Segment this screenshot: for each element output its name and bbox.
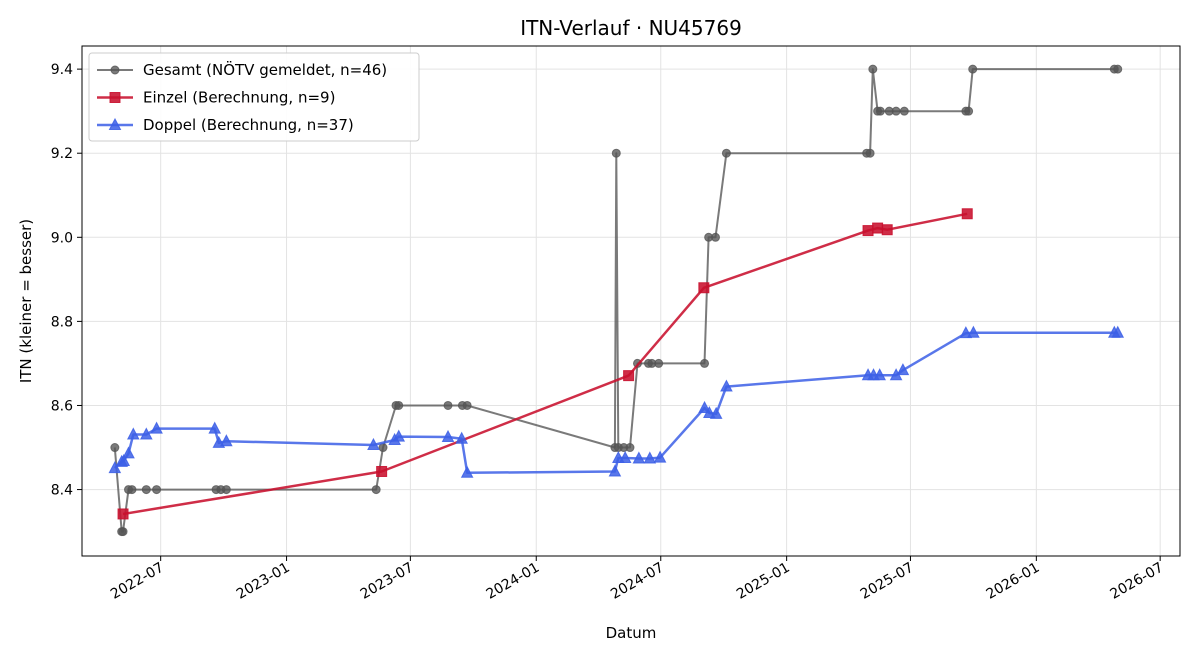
x-tick-label: 2026-01 (984, 560, 1043, 603)
gesamt-point (110, 443, 120, 453)
legend: Gesamt (NÖTV gemeldet, n=46) Einzel (Bere… (88, 52, 420, 142)
doppel-point (367, 437, 380, 451)
x-tick-label: 2023-07 (358, 560, 417, 603)
doppel-point (1111, 325, 1125, 338)
doppel-point (220, 434, 233, 447)
series-layer (108, 64, 1125, 537)
doppel-point (873, 368, 887, 381)
doppel-point (967, 325, 980, 338)
doppel-point (653, 450, 667, 463)
doppel-point (632, 451, 646, 464)
x-axis-label: Datum (606, 624, 657, 642)
legend-marker (109, 92, 121, 103)
gesamt-point (865, 148, 875, 158)
einzel-line (122, 212, 968, 516)
einzel-point (862, 225, 874, 237)
gesamt-point (378, 443, 388, 453)
legend-frame (88, 52, 420, 142)
y-tick-label: 9.0 (51, 230, 73, 246)
gesamt-point (611, 148, 621, 158)
doppel-point (608, 464, 622, 477)
gesamt-point (462, 400, 472, 410)
gesamt-point (127, 485, 137, 495)
doppel-point (460, 465, 474, 478)
einzel-point (376, 465, 388, 477)
legend-label: Doppel (Berechnung, n=37) (143, 116, 354, 134)
doppel-point (618, 450, 632, 464)
einzel-point (881, 224, 893, 236)
gesamt-point (654, 358, 664, 368)
gesamt-point (875, 106, 885, 116)
einzel-point (623, 370, 635, 382)
doppel-point (139, 427, 153, 440)
doppel-point (720, 379, 733, 392)
x-tick-label: 2024-07 (608, 560, 667, 603)
legend-item-doppel: Doppel (Berechnung, n=37) (97, 116, 354, 134)
legend-label: Gesamt (NÖTV gemeldet, n=46) (143, 60, 387, 79)
gesamt-point (964, 106, 974, 116)
doppel-point (709, 406, 723, 419)
x-tick-label: 2023-01 (234, 560, 293, 603)
legend-marker (110, 65, 120, 75)
x-tick-label: 2026-07 (1107, 560, 1166, 603)
einzel-point (117, 508, 129, 520)
doppel-point (208, 421, 222, 434)
gesamt-point (625, 443, 635, 453)
gesamt-point (721, 148, 731, 158)
gesamt-point (868, 64, 878, 74)
series-einzel (117, 208, 973, 520)
y-tick-label: 8.6 (51, 398, 73, 414)
grid (82, 46, 1180, 556)
einzel-point (698, 282, 710, 294)
doppel-point (392, 429, 406, 442)
y-tick-label: 8.8 (51, 314, 73, 330)
legend-item-einzel: Einzel (Berechnung, n=9) (97, 89, 335, 107)
doppel-point (441, 429, 455, 443)
series-doppel (108, 325, 1125, 478)
gesamt-point (221, 485, 231, 495)
y-axis-ticks: 8.4 8.6 8.8 9.0 9.2 9.4 (51, 62, 82, 499)
gesamt-point (394, 400, 404, 410)
chart-title: ITN-Verlauf · NU45769 (520, 16, 742, 40)
x-tick-label: 2025-01 (734, 560, 793, 603)
x-axis-ticks: 2022-07 2023-01 2023-07 2024-01 2024-07 2025-… (108, 556, 1166, 603)
doppel-point (117, 453, 131, 466)
series-gesamt (110, 64, 1123, 537)
gesamt-point (141, 485, 151, 495)
gesamt-point (899, 106, 909, 116)
gesamt-point (968, 64, 978, 74)
doppel-point (455, 431, 469, 444)
legend-label: Einzel (Berechnung, n=9) (143, 89, 335, 107)
legend-item-gesamt: Gesamt (NÖTV gemeldet, n=46) (97, 60, 387, 79)
doppel-point (150, 421, 163, 434)
y-tick-label: 9.2 (51, 146, 73, 162)
gesamt-point (152, 485, 162, 495)
x-tick-label: 2025-07 (858, 560, 917, 603)
gesamt-point (118, 527, 128, 537)
doppel-point (108, 461, 122, 474)
einzel-point (872, 222, 884, 234)
gesamt-point (1113, 64, 1123, 74)
y-tick-label: 9.4 (51, 62, 73, 78)
doppel-point (896, 363, 910, 376)
plot-frame (81, 45, 1181, 557)
legend-marker (108, 117, 122, 130)
gesamt-point (700, 358, 710, 368)
x-tick-label: 2022-07 (108, 560, 167, 603)
gesamt-point (891, 106, 901, 116)
gesamt-point (443, 400, 453, 410)
y-tick-label: 8.4 (51, 483, 73, 499)
doppel-point (643, 451, 657, 464)
gesamt-point (371, 485, 381, 495)
doppel-point (126, 427, 140, 440)
y-axis-label: ITN (kleiner = besser) (17, 219, 35, 383)
doppel-point (122, 446, 135, 459)
x-tick-label: 2024-01 (484, 560, 543, 603)
legend-items: Gesamt (NÖTV gemeldet, n=46) Einzel (Bere… (97, 60, 387, 134)
gesamt-point (710, 232, 720, 242)
einzel-point (961, 208, 973, 220)
